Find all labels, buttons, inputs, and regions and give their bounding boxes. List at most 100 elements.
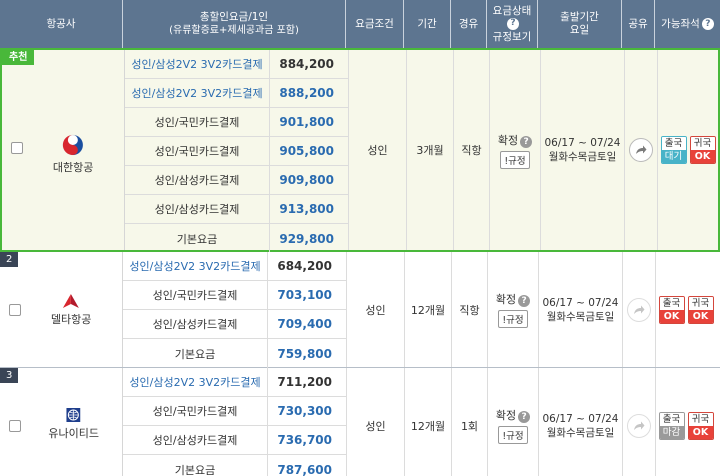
airline-group-korean-air: 추천 대한항공 성인/삼성2V2 3V2카드결제 884,200 성인/삼성2V2… (0, 48, 720, 253)
fare-row[interactable]: 기본요금 929,800 (125, 224, 348, 253)
fare-row[interactable]: 성인/삼성2V2 3V2카드결제 711,200 (123, 368, 346, 397)
fare-row[interactable]: 성인/삼성2V2 3V2카드결제 684,200 (123, 252, 346, 281)
fare-row[interactable]: 성인/삼성카드결제 709,400 (123, 310, 346, 339)
share-cell (622, 368, 655, 476)
korean-air-taeguk-icon (62, 134, 84, 156)
seat-return[interactable]: 귀국 OK (687, 295, 714, 324)
rule-button[interactable]: !규정 (500, 150, 530, 169)
share-arrow-icon (634, 421, 645, 430)
fare-name[interactable]: 성인/삼성2V2 3V2카드결제 (125, 50, 270, 78)
seat-return[interactable]: 귀국 OK (687, 411, 714, 440)
rule-button[interactable]: !규정 (498, 310, 528, 328)
seat-label: 귀국 (688, 412, 713, 426)
fare-price: 787,600 (277, 462, 332, 476)
header-status-line2[interactable]: 규정보기 (492, 30, 532, 43)
help-icon[interactable]: ? (520, 135, 533, 148)
fare-row[interactable]: 성인/국민카드결제 901,800 (125, 108, 348, 137)
header-condition: 요금조건 (346, 0, 404, 48)
airline-group-united: 3 유나이티드 성인/삼성2V2 3V2카드결제 711,200 성인/국민카드결… (0, 368, 720, 476)
fare-name[interactable]: 성인/국민카드결제 (123, 397, 268, 425)
select-checkbox[interactable] (11, 142, 23, 154)
period-cell: 12개월 (404, 252, 451, 367)
seat-label: 귀국 (688, 296, 713, 310)
fare-row[interactable]: 성인/삼성카드결제 909,800 (125, 166, 348, 195)
airline-logo: 델타항공 (51, 294, 91, 327)
fare-row[interactable]: 성인/삼성카드결제 736,700 (123, 426, 346, 455)
fare-price: 730,300 (277, 404, 332, 418)
fare-list: 성인/삼성2V2 3V2카드결제 711,200 성인/국민카드결제 730,300… (123, 368, 346, 476)
seat-departure[interactable]: 출국 OK (658, 295, 685, 324)
fare-row[interactable]: 기본요금 787,600 (123, 455, 346, 476)
fare-name[interactable]: 기본요금 (123, 339, 268, 368)
seat-label: 출국 (659, 412, 684, 426)
fare-row[interactable]: 성인/국민카드결제 730,300 (123, 397, 346, 426)
rank-badge: 3 (0, 368, 19, 383)
seat-departure[interactable]: 출국 대기 (660, 136, 687, 164)
share-cell (624, 50, 657, 250)
fare-row[interactable]: 성인/국민카드결제 905,800 (125, 137, 348, 166)
recommend-badge: 추천 (2, 50, 35, 65)
route-cell: 1회 (451, 368, 487, 476)
rule-button[interactable]: !규정 (498, 426, 528, 444)
date-range: 06/17 ~ 07/24 (544, 137, 621, 149)
fare-row[interactable]: 기본요금 759,800 (123, 339, 346, 368)
seat-departure[interactable]: 출국 마감 (658, 411, 685, 440)
select-checkbox[interactable] (9, 420, 21, 432)
fare-name[interactable]: 성인/삼성2V2 3V2카드결제 (123, 252, 268, 280)
help-icon[interactable]: ? (518, 411, 531, 423)
fare-name[interactable]: 성인/국민카드결제 (123, 281, 268, 309)
seat-state: 마감 (659, 425, 684, 439)
fare-name[interactable]: 성인/삼성카드결제 (125, 166, 270, 194)
seat-label: 귀국 (690, 137, 715, 150)
header-fare-sub: (유류할증료+제세공과금 포함) (169, 25, 299, 36)
help-icon[interactable]: ? (701, 18, 714, 30)
weekdays: 월화수목금토일 (546, 310, 615, 323)
condition-cell: 성인 (346, 368, 404, 476)
fare-name[interactable]: 성인/국민카드결제 (125, 137, 270, 165)
fare-price: 888,200 (279, 86, 334, 100)
status-cell: 확정? !규정 (487, 252, 538, 367)
fare-name[interactable]: 성인/삼성2V2 3V2카드결제 (123, 368, 268, 396)
share-button[interactable] (627, 413, 651, 438)
united-globe-icon (66, 408, 81, 422)
share-button[interactable] (627, 297, 651, 322)
fare-price: 684,200 (277, 259, 332, 273)
fare-list: 성인/삼성2V2 3V2카드결제 684,200 성인/국민카드결제 703,100… (123, 252, 346, 368)
airline-name: 유나이티드 (48, 427, 99, 440)
seat-state: OK (659, 309, 684, 323)
seat-state: OK (690, 150, 715, 163)
seats-cell: 출국 대기 귀국 OK (657, 50, 718, 250)
fare-row[interactable]: 성인/국민카드결제 703,100 (123, 281, 346, 310)
header-fare-title: 총할인요금/1인 (199, 11, 269, 23)
fare-row[interactable]: 성인/삼성카드결제 913,800 (125, 195, 348, 224)
fare-name[interactable]: 성인/삼성카드결제 (123, 310, 268, 338)
airline-name: 델타항공 (50, 313, 92, 326)
fare-name[interactable]: 성인/삼성카드결제 (123, 426, 268, 454)
fare-row[interactable]: 성인/삼성2V2 3V2카드결제 884,200 (125, 50, 348, 79)
header-seats-label: 가능좌석 (661, 17, 700, 30)
header-dates-line2: 요일 (569, 24, 590, 36)
fare-name[interactable]: 성인/국민카드결제 (125, 108, 270, 136)
fare-name[interactable]: 기본요금 (125, 224, 270, 253)
airline-name: 대한항공 (52, 161, 94, 174)
select-checkbox[interactable] (9, 304, 21, 316)
help-icon[interactable]: ? (507, 17, 519, 30)
share-arrow-icon (636, 145, 647, 154)
status-text-wrap: 확정? (498, 132, 533, 148)
fare-name[interactable]: 성인/삼성2V2 3V2카드결제 (125, 79, 270, 107)
share-button[interactable] (629, 138, 653, 162)
header-period: 기간 (404, 0, 451, 48)
date-range: 06/17 ~ 07/24 (542, 412, 619, 425)
seat-return[interactable]: 귀국 OK (689, 136, 716, 164)
fare-name[interactable]: 기본요금 (123, 455, 268, 476)
header-route: 경유 (451, 0, 487, 48)
table-header: 항공사 총할인요금/1인 (유류할증료+제세공과금 포함) 요금조건 기간 경유… (0, 0, 720, 48)
help-icon[interactable]: ? (518, 295, 531, 307)
fare-name[interactable]: 성인/삼성카드결제 (125, 195, 270, 223)
header-dates-line1: 출발기간 (560, 11, 599, 23)
fare-row[interactable]: 성인/삼성2V2 3V2카드결제 888,200 (125, 79, 348, 108)
status-text-wrap: 확정? (496, 407, 531, 423)
status-text: 확정 (495, 293, 517, 306)
fare-price: 759,800 (277, 346, 332, 361)
dates-cell: 06/17 ~ 07/24 월화수목금토일 (538, 368, 622, 476)
